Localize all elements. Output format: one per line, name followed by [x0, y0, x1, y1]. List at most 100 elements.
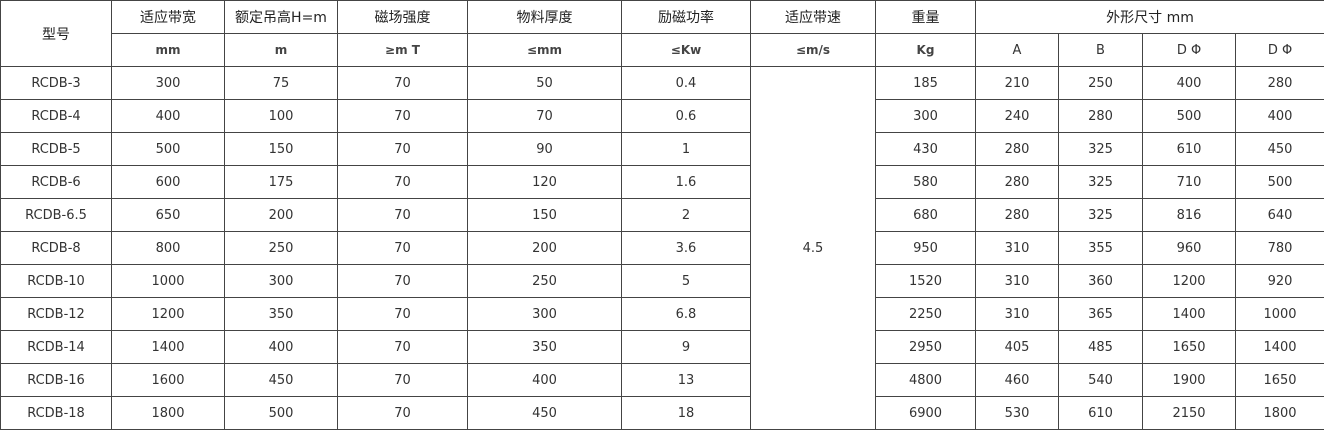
value-cell: 70: [337, 165, 468, 199]
value-cell: 350: [467, 330, 622, 364]
table-row: RCDB-12 1200 350 70 300 6.8 2250 310 365 1400 1000: [0, 297, 1324, 331]
value-cell: 70: [337, 363, 468, 397]
value-cell: 650: [111, 198, 225, 232]
value-cell: 365: [1058, 297, 1143, 331]
value-cell: 540: [1058, 363, 1143, 397]
model-cell: RCDB-14: [0, 330, 112, 364]
value-cell: 350: [224, 297, 338, 331]
value-cell: 640: [1234, 198, 1324, 232]
value-cell: 500: [111, 132, 225, 166]
value-cell: 100: [224, 99, 338, 133]
value-cell: 1800: [1234, 396, 1324, 430]
speed-cell: 4.5: [750, 66, 876, 430]
value-cell: 9: [621, 330, 751, 364]
value-cell: 1200: [1142, 264, 1236, 298]
value-cell: 200: [224, 198, 338, 232]
model-cell: RCDB-6.5: [0, 198, 112, 232]
value-cell: 1400: [1234, 330, 1324, 364]
value-cell: 0.6: [621, 99, 751, 133]
value-cell: 2250: [875, 297, 976, 331]
value-cell: 280: [1234, 66, 1324, 100]
value-cell: 280: [975, 132, 1059, 166]
unit-header: mm: [111, 33, 225, 67]
model-cell: RCDB-18: [0, 396, 112, 430]
value-cell: 485: [1058, 330, 1143, 364]
value-cell: 150: [224, 132, 338, 166]
table-row: RCDB-14 1400 400 70 350 9 2950 405 485 1650 1400: [0, 330, 1324, 364]
value-cell: 75: [224, 66, 338, 100]
unit-header: m: [224, 33, 338, 67]
unit-header: D Φ: [1234, 33, 1324, 67]
value-cell: 70: [337, 396, 468, 430]
value-cell: 2: [621, 198, 751, 232]
model-cell: RCDB-4: [0, 99, 112, 133]
header-row: 型号 适应带宽 额定吊高H=m 磁场强度 物料厚度 励磁功率 适应带速 重量 外形尺寸 mm: [0, 0, 1324, 67]
value-cell: 185: [875, 66, 976, 100]
value-cell: 150: [467, 198, 622, 232]
value-cell: 280: [975, 165, 1059, 199]
value-cell: 310: [975, 231, 1059, 265]
value-cell: 355: [1058, 231, 1143, 265]
value-cell: 70: [337, 198, 468, 232]
column-header: 外形尺寸 mm: [974, 0, 1324, 34]
table-row: RCDB-10 1000 300 70 250 5 1520 310 360 1200 920: [0, 264, 1324, 298]
column-header: 磁场强度: [337, 0, 468, 34]
value-cell: 210: [975, 66, 1059, 100]
value-cell: 1600: [111, 363, 225, 397]
value-cell: 90: [467, 132, 622, 166]
value-cell: 280: [975, 198, 1059, 232]
value-cell: 450: [224, 363, 338, 397]
value-cell: 1200: [111, 297, 225, 331]
value-cell: 500: [224, 396, 338, 430]
value-cell: 1650: [1142, 330, 1236, 364]
unit-header: D Φ: [1142, 33, 1236, 67]
column-header: 重量: [875, 0, 976, 34]
value-cell: 70: [337, 264, 468, 298]
unit-header: ≥m T: [337, 33, 468, 67]
model-cell: RCDB-16: [0, 363, 112, 397]
value-cell: 610: [1142, 132, 1236, 166]
value-cell: 300: [875, 99, 976, 133]
table-row: RCDB-8 800 250 70 200 3.6 950 310 355 960 780: [0, 231, 1324, 265]
value-cell: 1900: [1142, 363, 1236, 397]
value-cell: 325: [1058, 132, 1143, 166]
value-cell: 4800: [875, 363, 976, 397]
table-row: RCDB-6.5 650 200 70 150 2 680 280 325 816 640: [0, 198, 1324, 232]
value-cell: 400: [1142, 66, 1236, 100]
value-cell: 610: [1058, 396, 1143, 430]
table-row: RCDB-5 500 150 70 90 1 430 280 325 610 450: [0, 132, 1324, 166]
column-header: 额定吊高H=m: [224, 0, 338, 34]
value-cell: 816: [1142, 198, 1236, 232]
value-cell: 280: [1058, 99, 1143, 133]
value-cell: 530: [975, 396, 1059, 430]
value-cell: 960: [1142, 231, 1236, 265]
unit-header: ≤m/s: [750, 33, 876, 67]
value-cell: 600: [111, 165, 225, 199]
value-cell: 70: [337, 66, 468, 100]
model-cell: RCDB-6: [0, 165, 112, 199]
value-cell: 500: [1142, 99, 1236, 133]
value-cell: 6900: [875, 396, 976, 430]
value-cell: 780: [1234, 231, 1324, 265]
value-cell: 400: [1234, 99, 1324, 133]
value-cell: 50: [467, 66, 622, 100]
column-header: 适应带速: [750, 0, 876, 34]
value-cell: 200: [467, 231, 622, 265]
value-cell: 400: [467, 363, 622, 397]
value-cell: 240: [975, 99, 1059, 133]
value-cell: 1800: [111, 396, 225, 430]
value-cell: 360: [1058, 264, 1143, 298]
value-cell: 70: [337, 231, 468, 265]
value-cell: 18: [621, 396, 751, 430]
value-cell: 1520: [875, 264, 976, 298]
unit-header: B: [1058, 33, 1143, 67]
table-row: RCDB-3 300 75 70 50 0.4 4.5 185 210 250 400 280: [0, 66, 1324, 430]
model-cell: RCDB-3: [0, 66, 112, 100]
value-cell: 1400: [1142, 297, 1236, 331]
value-cell: 920: [1234, 264, 1324, 298]
value-cell: 400: [111, 99, 225, 133]
value-cell: 0.4: [621, 66, 751, 100]
value-cell: 580: [875, 165, 976, 199]
